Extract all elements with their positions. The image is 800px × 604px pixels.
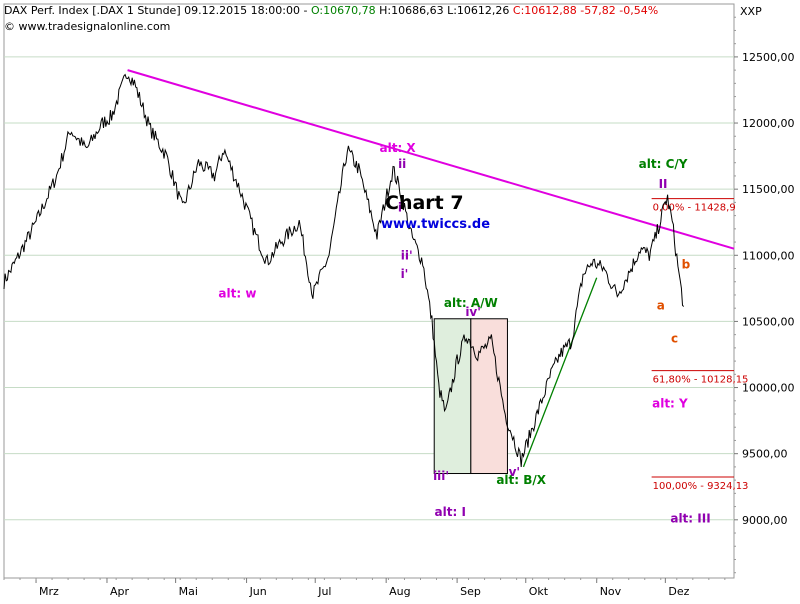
wave-label: i	[398, 201, 402, 215]
chart-header: DAX Perf. Index [.DAX 1 Stunde] 09.12.20…	[4, 4, 658, 17]
y-tick-label: 12000,00	[742, 117, 795, 130]
source-url: www.tradesignalonline.com	[18, 20, 171, 33]
trendline-2	[522, 277, 598, 468]
wave-label: alt: B/X	[496, 473, 546, 487]
wave-label: alt: w	[218, 287, 256, 301]
y-tick-label: 10500,00	[742, 315, 795, 328]
wave-label: alt: I	[435, 505, 466, 519]
y-tick-label: 9500,00	[742, 448, 788, 461]
x-tick-label: Apr	[110, 585, 130, 598]
y-tick-label: 10000,00	[742, 382, 795, 395]
header-high-low: H:10686,63 L:10612,26	[375, 4, 513, 17]
x-tick-label: Mrz	[39, 585, 59, 598]
wave-label: alt: A/W	[444, 296, 498, 310]
wave-label: alt: Y	[652, 396, 688, 410]
x-tick-label: Jun	[249, 585, 267, 598]
x-tick-label: Sep	[460, 585, 481, 598]
wave-label: v'	[509, 465, 521, 479]
x-tick-label: Aug	[389, 585, 410, 598]
y-tick-label: 12500,00	[742, 51, 795, 64]
header-open: O:10670,78	[310, 4, 376, 17]
x-tick-label: Mai	[179, 585, 198, 598]
wave-label: c	[671, 332, 678, 346]
source-line: © www.tradesignalonline.com	[4, 20, 170, 33]
wave-label: alt: C/Y	[639, 157, 688, 171]
chart-subtitle: www.twiccs.de	[381, 217, 490, 232]
wave-label: b	[682, 258, 691, 272]
fib-label: 100,00% - 9324,13	[653, 481, 749, 492]
x-tick-label: Okt	[529, 585, 549, 598]
fib-label: 61,80% - 10128,15	[653, 375, 749, 386]
price-series	[3, 73, 685, 467]
wave-label: alt: X	[380, 141, 417, 155]
axis-symbol: XXP	[740, 5, 762, 18]
x-tick-label: Jul	[317, 585, 331, 598]
copyright-icon: ©	[4, 20, 15, 33]
x-tick-label: Nov	[600, 585, 622, 598]
wave-label: a	[657, 299, 665, 313]
y-tick-label: 9000,00	[742, 514, 788, 527]
fib-label: 0,00% - 11428,9	[653, 203, 736, 214]
wave-label: alt: III	[670, 511, 710, 525]
header-symbol: DAX Perf. Index [.DAX 1 Stunde] 09.12.20…	[4, 4, 311, 17]
y-tick-label: 11500,00	[742, 183, 795, 196]
wave-label: i'	[401, 267, 409, 281]
header-close: C:10612,88 -57,82 -0,54%	[512, 4, 659, 17]
wave-label: ii	[398, 157, 406, 171]
x-tick-label: Dez	[668, 585, 689, 598]
wave-label: II	[659, 177, 668, 191]
trendline-1	[127, 69, 735, 250]
wave-label: iii'	[433, 469, 449, 483]
wave-label: ii'	[401, 248, 413, 262]
chart-title: Chart 7	[385, 192, 464, 214]
wave-label: iv'	[465, 305, 481, 319]
y-tick-label: 11000,00	[742, 249, 795, 262]
